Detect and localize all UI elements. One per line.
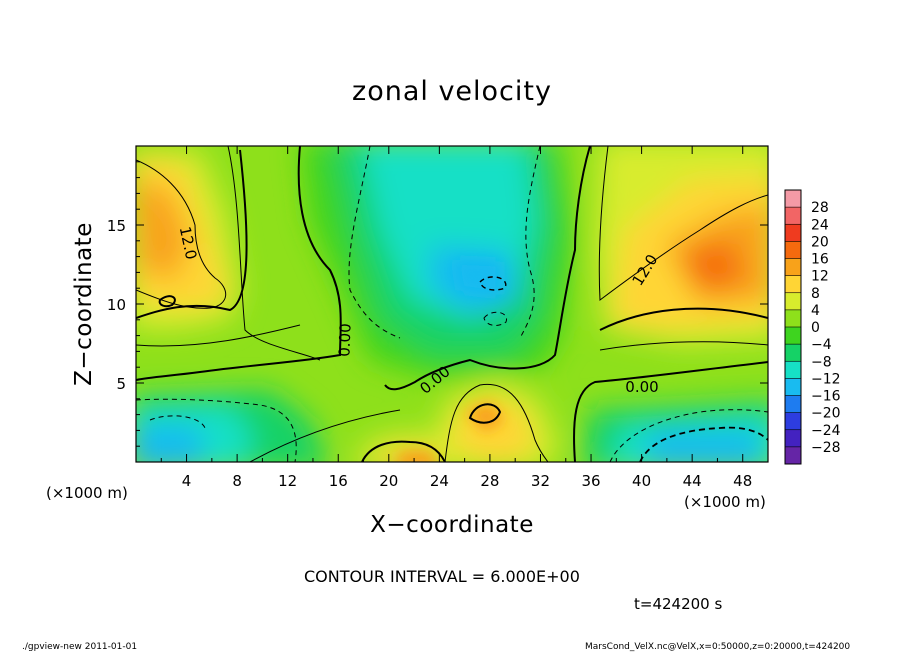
y-axis: 5 10 15 bbox=[107, 161, 768, 447]
colorbar-label: 12 bbox=[811, 269, 829, 285]
footer-right: MarsCond_VelX.nc@VelX,x=0:50000,z=0:2000… bbox=[585, 642, 851, 652]
x-tick-label: 44 bbox=[683, 472, 702, 490]
colorbar-label: 4 bbox=[811, 303, 820, 319]
colorbar-label: 28 bbox=[811, 200, 829, 216]
colorbar-label: −20 bbox=[811, 406, 841, 422]
colorbar-swatch bbox=[785, 292, 801, 311]
x-tick-label: 32 bbox=[531, 472, 550, 490]
colorbar-swatch bbox=[785, 241, 801, 259]
y-axis-label: Z−coordinate bbox=[71, 222, 97, 386]
colorbar-swatch bbox=[785, 446, 801, 465]
colorbar-label: −12 bbox=[811, 371, 841, 387]
colorbar-label: 0 bbox=[811, 320, 820, 336]
colorbar-swatch bbox=[785, 412, 801, 431]
y-tick-label: 10 bbox=[107, 296, 126, 314]
colorbar-swatch bbox=[785, 207, 801, 225]
x-tick-label: 36 bbox=[581, 472, 600, 490]
x-tick-label: 16 bbox=[329, 472, 348, 490]
time-label: t=424200 s bbox=[634, 595, 723, 613]
x-tick-label: 28 bbox=[480, 472, 499, 490]
colorbar-label: 16 bbox=[811, 252, 829, 268]
x-tick-label: 40 bbox=[632, 472, 651, 490]
x-unit-label-right: (×1000 m) bbox=[684, 493, 766, 511]
colorbar-label: −28 bbox=[811, 440, 841, 456]
contour-label: 0.00 bbox=[625, 378, 658, 396]
x-tick-label: 12 bbox=[278, 472, 297, 490]
colorbar-swatch bbox=[785, 258, 801, 277]
footer-left: ./gpview-new 2011-01-01 bbox=[22, 642, 138, 652]
contour-interval-label: CONTOUR INTERVAL = 6.000E+00 bbox=[304, 567, 580, 586]
colorbar-swatch bbox=[785, 395, 801, 414]
colorbar-swatch bbox=[785, 309, 801, 328]
colorbar-label: −24 bbox=[811, 423, 841, 439]
chart-title: zonal velocity bbox=[352, 76, 552, 107]
colorbar-swatch bbox=[785, 361, 801, 379]
x-tick-label: 24 bbox=[430, 472, 449, 490]
y-tick-label: 5 bbox=[116, 375, 126, 393]
y-tick-label: 15 bbox=[107, 217, 126, 235]
contour-label-text: 0.00 bbox=[625, 378, 658, 396]
colorbar-label: 20 bbox=[811, 234, 829, 250]
colorbar-swatch bbox=[785, 190, 801, 208]
colorbar-swatch bbox=[785, 429, 801, 448]
colorbar-label: 8 bbox=[811, 286, 820, 302]
x-axis-label: X−coordinate bbox=[370, 512, 534, 538]
velocity-field bbox=[136, 146, 768, 462]
colorbar-swatch bbox=[785, 378, 801, 396]
x-axis: 4 8 12 16 20 24 28 32 36 40 44 48 bbox=[160, 146, 752, 490]
colorbar-swatch bbox=[785, 344, 801, 362]
colorbar-label: −16 bbox=[811, 389, 841, 405]
x-tick-label: 20 bbox=[379, 472, 398, 490]
contour-label-text: 0.00 bbox=[335, 323, 354, 357]
x-tick-label: 48 bbox=[733, 472, 752, 490]
x-tick-label: 8 bbox=[232, 472, 242, 490]
colorbar-swatch bbox=[785, 275, 801, 294]
colorbar-label: −4 bbox=[811, 337, 832, 353]
colorbar-swatch bbox=[785, 224, 801, 242]
x-tick-label: 4 bbox=[182, 472, 192, 490]
colorbar-swatch bbox=[785, 327, 801, 345]
contour-lines bbox=[136, 146, 768, 462]
x-unit-label-left: (×1000 m) bbox=[46, 484, 128, 502]
contour-label: 0.00 bbox=[335, 323, 354, 357]
colorbar-label: 24 bbox=[811, 217, 829, 233]
colorbar-label: −8 bbox=[811, 354, 832, 370]
